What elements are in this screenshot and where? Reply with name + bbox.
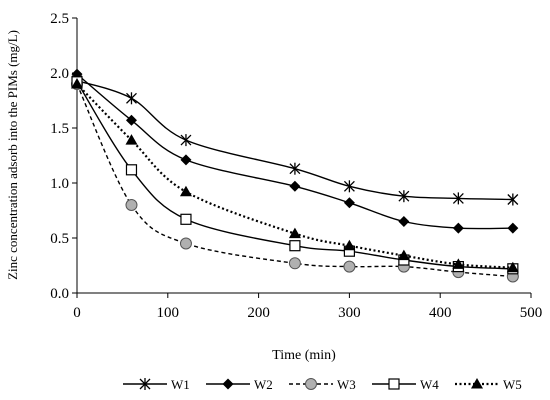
x-tick-label: 500 xyxy=(520,305,543,321)
data-point-w5 xyxy=(288,227,301,239)
x-axis-title: Time (min) xyxy=(272,348,336,363)
y-tick-label: 1.0 xyxy=(50,176,69,192)
data-point-w2 xyxy=(452,222,464,234)
legend-label-w1: W1 xyxy=(171,377,190,392)
legend-label-w2: W2 xyxy=(254,377,273,392)
data-point-w1 xyxy=(343,180,355,193)
legend-label-w3: W3 xyxy=(337,377,356,392)
data-point-w5 xyxy=(343,239,356,251)
data-point-w4 xyxy=(125,164,138,176)
legend-item-w2: W2 xyxy=(206,377,273,392)
data-point-w2 xyxy=(125,114,137,126)
legend-marker-w1 xyxy=(139,378,151,390)
data-point-w2 xyxy=(398,216,410,227)
series-line-w2 xyxy=(76,73,513,230)
data-point-w3 xyxy=(343,260,356,273)
legend-item-w4: W4 xyxy=(372,377,439,392)
x-ticks: 0 100 200 300 400 500 xyxy=(73,293,542,321)
data-point-w5 xyxy=(179,185,192,197)
y-axis-title: Zinc concentration adsorb into the PIMs … xyxy=(5,30,20,280)
data-point-w5 xyxy=(452,258,465,269)
data-point-w1 xyxy=(398,190,410,203)
legend: W1 W2 W3 W4 W5 xyxy=(123,377,522,392)
axes xyxy=(76,18,531,294)
data-point-w2 xyxy=(289,180,301,192)
series-w5 xyxy=(71,78,519,273)
data-point-w5 xyxy=(125,134,138,145)
data-point-w1 xyxy=(180,134,192,147)
data-point-w1 xyxy=(289,162,301,175)
legend-label-w4: W4 xyxy=(420,377,439,392)
series-line-w3 xyxy=(76,83,513,278)
data-point-w1 xyxy=(452,192,464,205)
x-tick-label: 0 xyxy=(73,305,81,321)
series-w4 xyxy=(71,76,519,275)
y-tick-label: 0.0 xyxy=(50,286,69,302)
legend-marker-w4 xyxy=(388,378,400,390)
data-point-w2 xyxy=(507,222,519,234)
data-point-w4 xyxy=(289,240,301,252)
legend-label-w5: W5 xyxy=(503,377,522,392)
y-tick-label: 0.5 xyxy=(50,231,69,247)
y-tick-label: 1.5 xyxy=(50,121,69,137)
series-line-w1 xyxy=(76,80,513,201)
legend-item-w5: W5 xyxy=(455,377,522,392)
series-layer xyxy=(71,68,519,283)
y-ticks: 0.0 0.5 1.0 1.5 2.0 2.5 xyxy=(50,11,77,302)
data-point-w3 xyxy=(125,199,138,211)
data-point-w4 xyxy=(180,213,192,225)
data-point-w1 xyxy=(126,92,137,105)
data-point-w3 xyxy=(288,257,301,270)
legend-item-w3: W3 xyxy=(289,377,356,392)
y-tick-label: 2.0 xyxy=(50,66,69,82)
series-w2 xyxy=(71,68,519,234)
legend-marker-w2 xyxy=(222,378,234,390)
x-tick-label: 200 xyxy=(247,305,270,321)
data-point-w5 xyxy=(71,78,83,89)
legend-marker-w5 xyxy=(471,378,483,389)
x-tick-label: 100 xyxy=(157,305,180,321)
data-point-w3 xyxy=(179,237,192,250)
data-point-w1 xyxy=(507,193,519,206)
legend-item-w1: W1 xyxy=(123,377,190,392)
data-point-w2 xyxy=(343,197,355,209)
data-point-w2 xyxy=(180,154,192,166)
series-w3 xyxy=(71,78,519,283)
series-w1 xyxy=(71,74,519,206)
y-tick-label: 2.5 xyxy=(50,11,69,27)
data-point-w5 xyxy=(506,261,519,273)
x-tick-label: 400 xyxy=(429,305,452,321)
legend-marker-w3 xyxy=(305,378,317,390)
data-point-w5 xyxy=(397,249,410,261)
x-tick-label: 300 xyxy=(338,305,361,321)
